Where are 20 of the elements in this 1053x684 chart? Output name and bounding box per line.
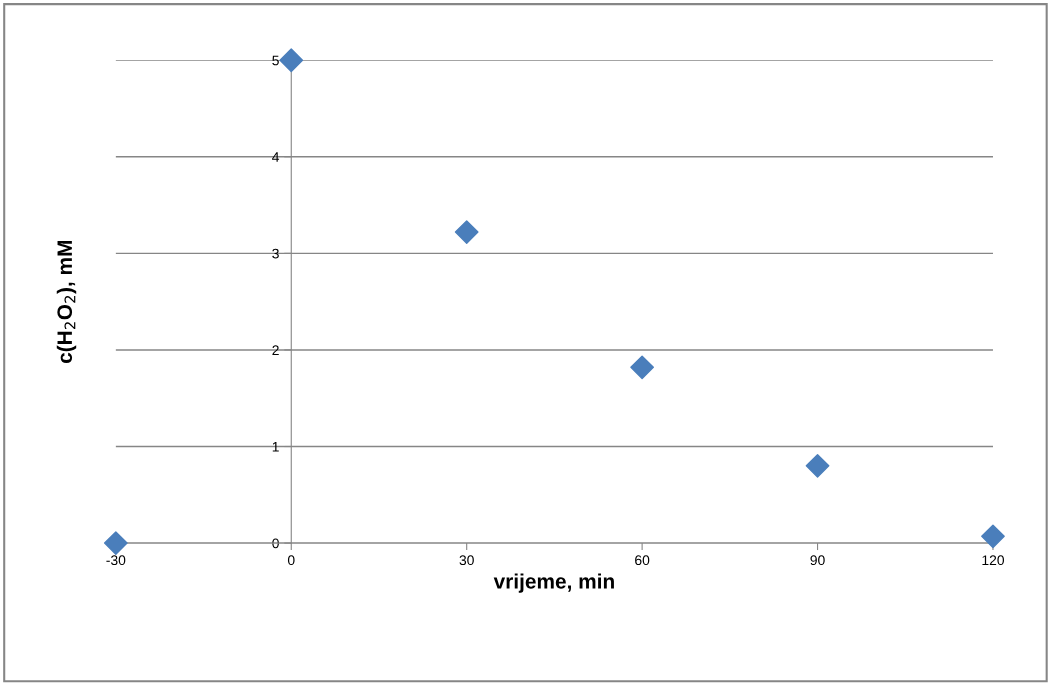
point [279, 48, 304, 73]
point [454, 220, 479, 244]
point [630, 355, 655, 380]
y-axis-title: c(H$_{2}$O$_{2}$), mM [56, 240, 77, 364]
x-tick-label: 30 [459, 555, 474, 566]
point [103, 531, 128, 555]
x-tick-label: 90 [810, 555, 825, 566]
x-axis-title: vrijeme, min [493, 573, 614, 593]
x-tick-label: 60 [635, 555, 650, 566]
point [981, 524, 1005, 549]
y-tick-label: 2 [272, 345, 279, 355]
x-tick-label: 0 [287, 555, 295, 566]
point [805, 453, 830, 478]
x-tick-label: -30 [106, 555, 126, 566]
y-tick-label: 3 [272, 248, 279, 259]
y-tick-label: 0 [272, 538, 279, 549]
y-tick-label: 5 [272, 55, 279, 66]
y-tick-label: 4 [272, 152, 280, 162]
x-tick-label: 120 [982, 555, 1005, 566]
y-tick-label: 1 [272, 441, 279, 452]
